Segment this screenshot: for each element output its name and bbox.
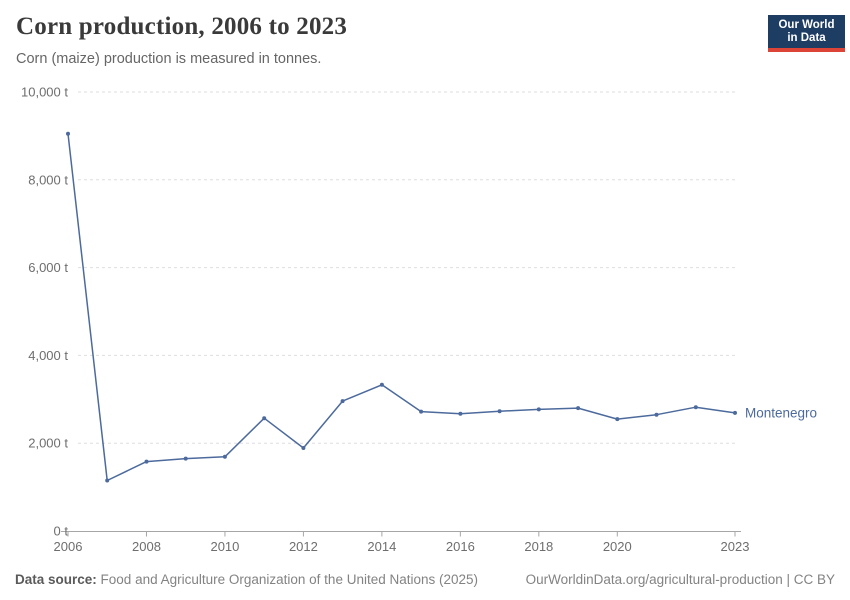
data-point-2016[interactable] bbox=[458, 411, 463, 416]
x-tick-label: 2018 bbox=[524, 539, 553, 554]
x-tick-label: 2023 bbox=[721, 539, 750, 554]
data-source-text: Food and Agriculture Organization of the… bbox=[100, 572, 479, 587]
data-point-2021[interactable] bbox=[654, 412, 659, 417]
footer: Data source: Food and Agriculture Organi… bbox=[15, 572, 835, 587]
data-point-2013[interactable] bbox=[340, 399, 345, 404]
data-point-2018[interactable] bbox=[536, 407, 541, 412]
page-title: Corn production, 2006 to 2023 bbox=[16, 13, 348, 40]
data-source-label: Data source: bbox=[15, 572, 97, 587]
data-point-2007[interactable] bbox=[105, 478, 110, 483]
x-tick-label: 2008 bbox=[132, 539, 161, 554]
x-tick-label: 2006 bbox=[54, 539, 83, 554]
series-line-montenegro[interactable] bbox=[67, 132, 736, 482]
y-tick-label: 4,000 t bbox=[28, 348, 68, 363]
data-point-2009[interactable] bbox=[183, 456, 188, 461]
data-point-2019[interactable] bbox=[576, 406, 581, 411]
y-tick-label: 6,000 t bbox=[28, 260, 68, 275]
y-tick-label: 8,000 t bbox=[28, 172, 68, 187]
data-point-2023[interactable] bbox=[733, 410, 737, 415]
data-point-2011[interactable] bbox=[262, 416, 267, 421]
y-tick-label: 2,000 t bbox=[28, 436, 68, 451]
x-tick-label: 2012 bbox=[289, 539, 318, 554]
owid-logo-line2: in Data bbox=[787, 32, 826, 44]
owid-logo[interactable]: Our World in Data bbox=[768, 15, 845, 52]
series-label-montenegro[interactable]: Montenegro bbox=[745, 405, 817, 420]
data-point-2022[interactable] bbox=[693, 405, 698, 410]
y-tick-label: 0 t bbox=[54, 524, 69, 539]
footer-link[interactable]: OurWorldinData.org/agricultural-producti… bbox=[525, 572, 835, 587]
y-tick-label: 10,000 t bbox=[21, 85, 68, 100]
data-point-2017[interactable] bbox=[497, 409, 502, 414]
data-point-2006[interactable] bbox=[66, 131, 70, 136]
x-tick-label: 2016 bbox=[446, 539, 475, 554]
chart-subtitle: Corn (maize) production is measured in t… bbox=[16, 51, 322, 67]
x-tick-label: 2010 bbox=[210, 539, 239, 554]
data-point-2012[interactable] bbox=[301, 446, 306, 450]
data-point-2014[interactable] bbox=[379, 382, 384, 387]
data-point-2015[interactable] bbox=[419, 409, 424, 414]
owid-logo-line1: Our World bbox=[778, 19, 835, 31]
data-source-note: Data source: Food and Agriculture Organi… bbox=[15, 572, 478, 587]
data-point-2008[interactable] bbox=[144, 459, 149, 464]
data-point-2020[interactable] bbox=[615, 417, 620, 422]
x-tick-label: 2014 bbox=[367, 539, 396, 554]
x-tick-label: 2020 bbox=[603, 539, 632, 554]
data-point-2010[interactable] bbox=[222, 454, 227, 459]
